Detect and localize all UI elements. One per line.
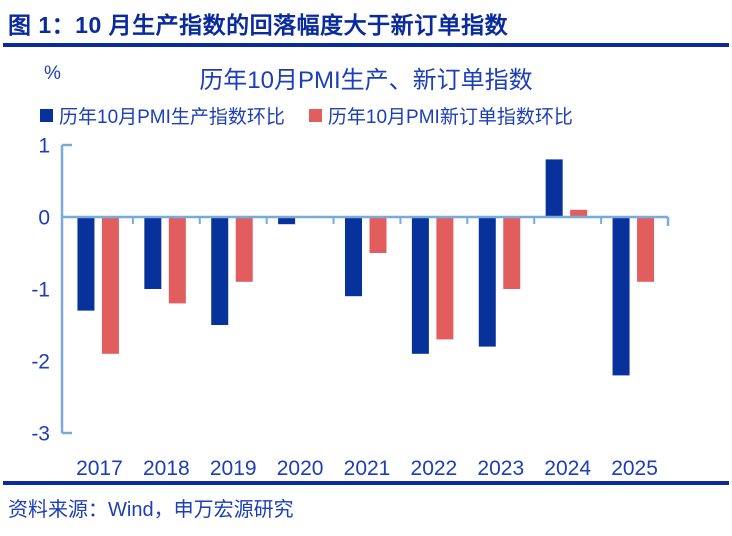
bar-2025-s1 [637,217,655,282]
legend-swatch-icon [40,109,53,122]
legend-item: 历年10月PMI新订单指数环比 [308,102,573,129]
legend-item: 历年10月PMI生产指数环比 [40,102,285,129]
bar-2019-s0 [211,217,229,325]
bar-2024-s1 [570,209,588,217]
legend-label: 历年10月PMI生产指数环比 [59,107,285,128]
title-underline [3,43,729,47]
x-tick-label: 2019 [210,457,257,480]
y-tick-label: -1 [31,279,50,302]
chart-legend: 历年10月PMI生产指数环比 历年10月PMI新订单指数环比 [40,102,573,129]
y-axis-unit-label: % [44,63,61,84]
figure-title: 图 1：10 月生产指数的回落幅度大于新订单指数 [8,12,509,38]
bar-2020-s0 [278,217,296,225]
x-tick-label: 2022 [411,457,458,480]
bar-2017-s0 [77,217,95,311]
bar-chart-plot: 1 0 -1 -2 -3 2017 2018 2019 2020 2021 2022 2023 2024… [31,138,670,480]
bar-2019-s1 [235,217,253,282]
source-note: 资料来源：Wind，申万宏源研究 [8,499,294,521]
x-tick-label: 2021 [344,457,391,480]
bar-2024-s0 [545,159,563,217]
bar-2018-s1 [168,217,186,304]
x-tick-label: 2020 [277,457,324,480]
bar-2022-s0 [411,217,429,354]
bar-2021-s0 [345,217,362,297]
footer-divider [3,481,729,485]
x-tick-label: 2025 [611,457,658,480]
legend-swatch-icon [308,109,322,122]
y-tick-label: 0 [38,207,50,230]
x-tick-label: 2023 [477,457,524,480]
bar-2025-s0 [612,217,630,376]
y-tick-label: -3 [31,423,50,446]
bar-2023-s1 [503,217,521,289]
bar-2022-s1 [436,217,454,340]
legend-label: 历年10月PMI新订单指数环比 [327,107,573,128]
bar-2017-s1 [101,217,119,354]
x-tick-label: 2017 [76,457,123,480]
bar-2023-s0 [478,217,496,347]
bar-2021-s1 [369,217,387,253]
x-tick-label: 2018 [143,457,190,480]
chart-title: 历年10月PMI生产、新订单指数 [199,67,533,94]
bar-2018-s0 [144,217,162,289]
x-tick-label: 2024 [544,457,591,480]
y-tick-label: -2 [31,351,50,374]
y-tick-label: 1 [38,138,50,158]
